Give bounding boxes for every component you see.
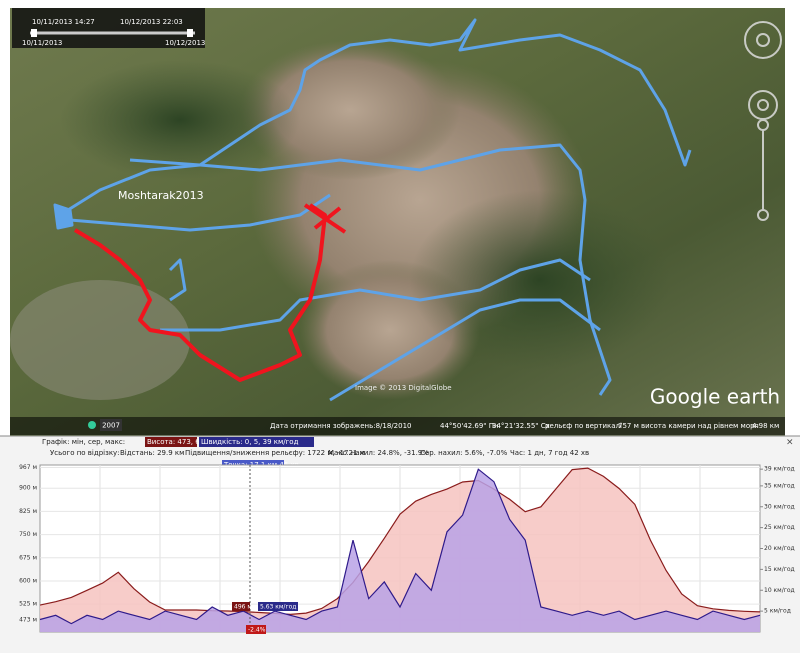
y2-tick-label: 20 км/год bbox=[764, 545, 795, 552]
elevation-chart: 967 м 900 м 825 м 750 м 675 м 600 м 525 м 473 м… bbox=[19, 464, 795, 634]
eye-alt-label: висота камери над рівнем моря bbox=[641, 422, 759, 430]
y2-tick-label: 25 км/год bbox=[764, 524, 795, 531]
line bbox=[39, 467, 761, 616]
cursor-slope: -2.4% bbox=[248, 627, 266, 634]
elevation-stats[interactable]: Висота: 473, 661, 967 м bbox=[147, 438, 234, 446]
y2-tick-label: 10 км/год bbox=[764, 587, 795, 594]
y-tick-label: 750 м bbox=[19, 531, 37, 538]
range-label: Усього по відрізку: bbox=[50, 449, 120, 457]
terrain bbox=[410, 190, 670, 370]
y-tick-label: 600 м bbox=[19, 577, 37, 584]
eye-alt-value: 4.98 км bbox=[752, 422, 779, 430]
speed-stats[interactable]: Швидкість: 0, 5, 39 км/год bbox=[201, 438, 299, 446]
terrain bbox=[60, 60, 300, 180]
exaggeration-value: 757 м bbox=[618, 422, 639, 430]
y-tick-label: 825 м bbox=[19, 508, 37, 515]
track-label[interactable]: Moshtarak2013 bbox=[118, 189, 204, 202]
slider-handle[interactable] bbox=[187, 29, 193, 37]
cursor-speed: 5.63 км/год bbox=[260, 604, 296, 611]
time: Час: 1 дн, 7 год 42 хв bbox=[510, 449, 589, 457]
area bbox=[40, 468, 760, 632]
start-date: 10/11/2013 bbox=[22, 39, 62, 47]
y-tick-label: 525 м bbox=[19, 601, 37, 608]
line bbox=[39, 468, 761, 625]
y2-tick-label: 5 км/год bbox=[764, 608, 791, 615]
y-tick-label: 675 м bbox=[19, 554, 37, 561]
max-slope: Макс. нахил: 24.8%, -31.9% bbox=[328, 449, 429, 457]
y2-tick-label: 39 км/год bbox=[764, 466, 795, 473]
attribution: Image © 2013 DigitalGlobe bbox=[355, 384, 452, 392]
y-tick-label: 473 м bbox=[19, 617, 37, 624]
time-slider[interactable]: 10/11/2013 14:27 10/12/2013 22:03 10/11/… bbox=[12, 8, 205, 48]
avg-slope: Сер. нахил: 5.6%, -7.0% bbox=[420, 449, 508, 457]
slider-panel bbox=[12, 8, 205, 48]
history-icon[interactable] bbox=[88, 421, 96, 429]
area bbox=[40, 469, 760, 632]
status-text: Дата отримання зображень:8/18/2010 44°50… bbox=[270, 422, 779, 430]
route bbox=[73, 203, 347, 382]
longitude: 34°21'32.55" Сх bbox=[492, 422, 550, 430]
cursor-box bbox=[246, 625, 266, 634]
cursor-box bbox=[258, 602, 298, 611]
exaggeration-label: рельєф по вертикалі bbox=[545, 422, 622, 430]
end-time: 10/12/2013 22:03 bbox=[120, 18, 183, 26]
navigation-controls[interactable] bbox=[744, 21, 782, 221]
end-date: 10/12/2013 bbox=[165, 39, 205, 47]
gps-track bbox=[53, 18, 692, 402]
slider-handle[interactable] bbox=[31, 29, 37, 37]
cursor-box bbox=[232, 602, 250, 611]
start-time: 10/11/2013 14:27 bbox=[32, 18, 95, 26]
history-year[interactable]: 2007 bbox=[102, 422, 120, 430]
elevation-button[interactable] bbox=[145, 437, 197, 447]
map[interactable]: Moshtarak2013 Image © 2013 DigitalGlobe … bbox=[10, 8, 785, 436]
y2-tick-label: 35 км/год bbox=[764, 482, 795, 489]
y2-tick-label: 15 км/год bbox=[764, 566, 795, 573]
speed-button[interactable] bbox=[199, 437, 314, 447]
y2-tick-label: 30 км/год bbox=[764, 503, 795, 510]
y-tick-label: 900 м bbox=[19, 485, 37, 492]
close-button[interactable]: × bbox=[786, 438, 794, 448]
terrain bbox=[240, 40, 460, 180]
imagery-date: Дата отримання зображень:8/18/2010 bbox=[270, 422, 411, 430]
graph-label: Графік: мін, сер, макс: bbox=[42, 438, 125, 446]
distance: Відстань: 29.9 км bbox=[120, 449, 184, 457]
town bbox=[10, 280, 190, 400]
latitude: 44°50'42.69" Пн bbox=[440, 422, 499, 430]
gain-loss: Підвищення/зниження рельєфу: 1722 м, -17… bbox=[185, 449, 365, 457]
status-bar bbox=[10, 417, 785, 435]
logo: Google earth bbox=[650, 385, 780, 409]
history-badge[interactable] bbox=[100, 419, 122, 431]
cursor-elevation: 496 м bbox=[234, 604, 252, 611]
y-tick-label: 967 м bbox=[19, 464, 37, 471]
